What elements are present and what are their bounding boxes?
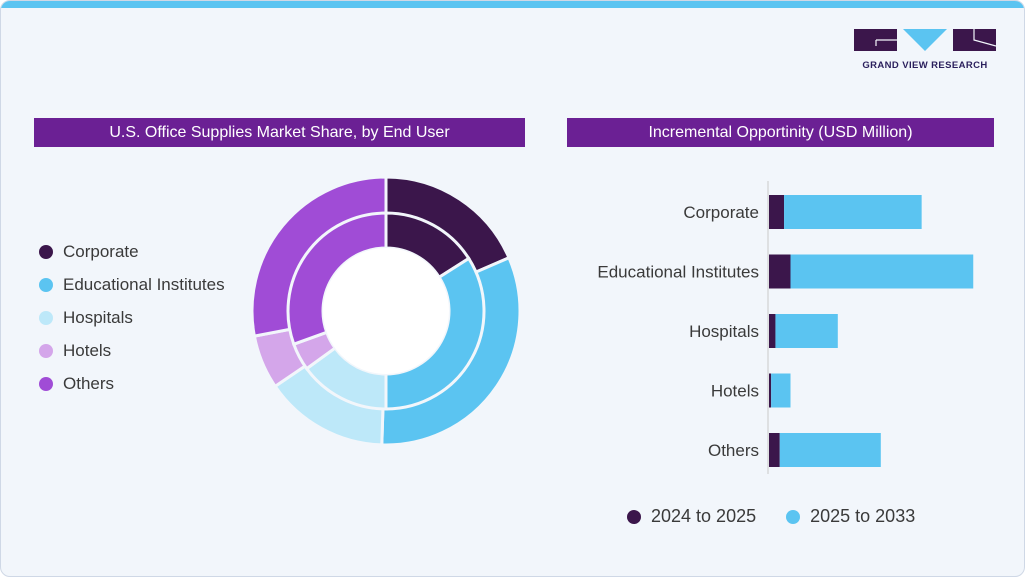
legend-swatch bbox=[627, 509, 641, 524]
grand-view-research-logo bbox=[854, 29, 996, 51]
bar-educational-institutes-2025-to-2033 bbox=[790, 254, 974, 289]
top-accent-strip bbox=[1, 1, 1024, 8]
legend-label: 2025 to 2033 bbox=[810, 506, 916, 526]
legend-label: Hospitals bbox=[63, 307, 133, 327]
legend-item-hospitals: Hospitals bbox=[39, 301, 225, 334]
legend-swatch bbox=[39, 277, 53, 292]
legend-item-others: Others bbox=[39, 367, 225, 400]
legend-item-corporate: Corporate bbox=[39, 235, 225, 268]
market-share-donut-chart bbox=[250, 175, 522, 447]
legend-label: Corporate bbox=[63, 241, 139, 261]
bar-corporate-2025-to-2033 bbox=[784, 195, 922, 229]
bar-educational-institutes-2024-to-2025 bbox=[769, 254, 791, 289]
bar-others-2025-to-2033 bbox=[779, 433, 881, 467]
bar-chart-title: Incremental Opportinity (USD Million) bbox=[567, 118, 994, 147]
legend-swatch bbox=[39, 376, 53, 391]
bar-hospitals-2024-to-2025 bbox=[769, 314, 776, 348]
category-label-others: Others bbox=[708, 441, 759, 460]
donut-center bbox=[323, 248, 449, 374]
legend-swatch bbox=[39, 244, 53, 259]
bar-hotels-2025-to-2033 bbox=[771, 373, 791, 408]
category-label-hospitals: Hospitals bbox=[689, 322, 759, 341]
bar-legend: 2024 to 2025 2025 to 2033 bbox=[627, 506, 945, 527]
legend-swatch bbox=[786, 509, 801, 524]
legend-label: Educational Institutes bbox=[63, 274, 225, 294]
incremental-opportunity-bar-chart: Corporate Educational Institutes Hospitals… bbox=[597, 181, 974, 474]
bar-others-2024-to-2025 bbox=[769, 433, 780, 467]
donut-legend: Corporate Educational Institutes Hospitals… bbox=[39, 235, 225, 400]
legend-label: 2024 to 2025 bbox=[651, 506, 757, 526]
legend-label: Hotels bbox=[63, 340, 112, 360]
legend-label: Others bbox=[63, 373, 115, 393]
category-label-educational-institutes: Educational Institutes bbox=[597, 263, 759, 282]
bar-hospitals-2025-to-2033 bbox=[775, 314, 838, 348]
legend-item-2025-to-2033: 2025 to 2033 bbox=[786, 506, 915, 527]
legend-item-educational-institutes: Educational Institutes bbox=[39, 268, 225, 301]
legend-swatch bbox=[39, 343, 53, 358]
donut-chart-title: U.S. Office Supplies Market Share, by En… bbox=[34, 118, 525, 147]
bar-hotels-2024-to-2025 bbox=[769, 373, 772, 408]
bar-corporate-2024-to-2025 bbox=[769, 195, 785, 229]
legend-item-hotels: Hotels bbox=[39, 334, 225, 367]
category-label-corporate: Corporate bbox=[683, 203, 759, 222]
category-label-hotels: Hotels bbox=[711, 382, 759, 401]
legend-swatch bbox=[39, 310, 53, 325]
legend-item-2024-to-2025: 2024 to 2025 bbox=[627, 506, 756, 527]
brand-name: GRAND VIEW RESEARCH bbox=[862, 60, 988, 71]
